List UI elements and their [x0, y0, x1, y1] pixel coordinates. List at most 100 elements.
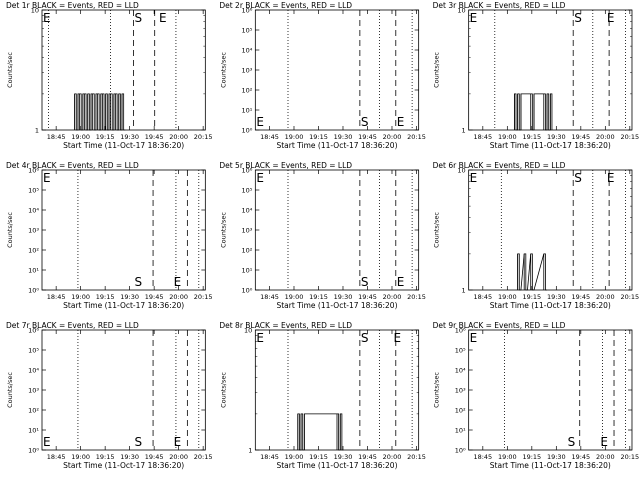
y-axis-label: Counts/sec	[433, 372, 441, 408]
y-tick-label: 10	[457, 7, 465, 15]
x-tick-label: 19:15	[309, 293, 328, 301]
marker-e: E	[256, 115, 264, 129]
panel-1: Det 1r BLACK = Events, RED = LLD 1 10 18:45…	[6, 1, 213, 150]
marker-e: E	[470, 331, 478, 345]
marker-e: E	[600, 435, 608, 449]
y-tick-label: 10²	[28, 247, 39, 255]
x-tick-label: 19:00	[71, 133, 90, 141]
x-axis-label: Start Time (11-Oct-17 18:36:20)	[276, 301, 397, 310]
x-tick-label: 18:45	[473, 453, 492, 461]
x-tick-label: 19:00	[498, 133, 517, 141]
series-line	[74, 93, 126, 131]
marker-e: E	[43, 171, 51, 185]
y-tick-label: 10⁰	[241, 287, 252, 295]
x-tick-label: 19:30	[547, 453, 566, 461]
y-tick-label: 10²	[455, 407, 466, 415]
x-axis-label: Start Time (11-Oct-17 18:36:20)	[63, 141, 184, 150]
y-tick-label: 10⁰	[241, 127, 252, 135]
panel-title: Det 3r BLACK = Events, RED = LLD	[433, 1, 566, 10]
y-tick-label: 10⁰	[28, 447, 39, 455]
x-tick-label: 20:15	[620, 133, 639, 141]
y-tick-label: 1	[248, 447, 252, 455]
x-tick-label: 19:45	[571, 293, 590, 301]
x-tick-label: 19:30	[547, 293, 566, 301]
y-tick-label: 10²	[241, 87, 252, 95]
x-tick-label: 19:15	[522, 293, 541, 301]
plot-frame	[41, 329, 206, 451]
y-tick-label: 10⁴	[28, 367, 39, 375]
x-tick-label: 20:15	[407, 293, 426, 301]
panel-4: Det 4r BLACK = Events, RED = LLD 10⁰ 10¹ 10…	[6, 161, 213, 310]
y-tick-label: 10²	[28, 407, 39, 415]
y-tick-label: 10³	[28, 227, 39, 235]
y-tick-label: 10²	[241, 247, 252, 255]
panel-7: Det 7r BLACK = Events, RED = LLD 10⁰ 10¹ 10…	[6, 321, 213, 470]
x-tick-label: 20:00	[596, 453, 615, 461]
x-tick-label: 19:45	[145, 293, 164, 301]
x-tick-label: 19:15	[309, 133, 328, 141]
y-tick-label: 10⁴	[241, 47, 252, 55]
x-tick-label: 20:15	[407, 453, 426, 461]
series-line	[297, 413, 344, 451]
x-tick-label: 19:30	[334, 293, 353, 301]
x-tick-label: 20:00	[169, 293, 188, 301]
y-tick-label: 10¹	[28, 427, 39, 435]
marker-e: E	[397, 115, 405, 129]
marker-s: S	[361, 331, 369, 345]
y-tick-label: 10⁶	[28, 167, 39, 175]
panel-title: Det 6r BLACK = Events, RED = LLD	[433, 161, 566, 170]
y-axis-label: Counts/sec	[219, 52, 227, 88]
x-tick-label: 18:45	[47, 293, 66, 301]
y-tick-label: 1	[462, 127, 466, 135]
panel-title: Det 7r BLACK = Events, RED = LLD	[6, 321, 139, 330]
x-tick-label: 20:00	[383, 133, 402, 141]
y-tick-label: 10	[31, 7, 39, 15]
x-tick-label: 18:45	[260, 453, 279, 461]
x-axis-label: Start Time (11-Oct-17 18:36:20)	[490, 301, 611, 310]
x-tick-label: 19:45	[145, 133, 164, 141]
y-axis-label: Counts/sec	[6, 212, 14, 248]
x-tick-label: 19:00	[285, 453, 304, 461]
x-tick-label: 19:00	[498, 453, 517, 461]
x-axis-label: Start Time (11-Oct-17 18:36:20)	[276, 141, 397, 150]
panel-title: Det 8r BLACK = Events, RED = LLD	[219, 321, 352, 330]
x-axis-label: Start Time (11-Oct-17 18:36:20)	[276, 461, 397, 470]
x-tick-label: 19:45	[571, 133, 590, 141]
panel-title: Det 4r BLACK = Events, RED = LLD	[6, 161, 139, 170]
plot-frame	[468, 169, 633, 291]
marker-s: S	[134, 275, 142, 289]
y-tick-label: 10⁵	[241, 27, 252, 35]
x-tick-label: 19:00	[285, 293, 304, 301]
panel-6: Det 6r BLACK = Events, RED = LLD 1 10 18:45…	[433, 161, 640, 310]
x-tick-label: 19:45	[571, 453, 590, 461]
x-tick-label: 19:45	[358, 453, 377, 461]
marker-e: E	[159, 11, 167, 25]
y-tick-label: 10⁰	[28, 287, 39, 295]
y-tick-label: 10¹	[455, 427, 466, 435]
y-tick-label: 10¹	[241, 107, 252, 115]
plot-frame	[468, 329, 633, 451]
x-tick-label: 20:15	[407, 133, 426, 141]
panel-3: Det 3r BLACK = Events, RED = LLD 1 10 18:45…	[433, 1, 640, 150]
y-tick-label: 10⁶	[455, 327, 466, 335]
x-tick-label: 18:45	[473, 293, 492, 301]
x-tick-label: 19:45	[145, 453, 164, 461]
x-axis-label: Start Time (11-Oct-17 18:36:20)	[63, 301, 184, 310]
y-tick-label: 10¹	[241, 267, 252, 275]
x-tick-label: 20:15	[620, 293, 639, 301]
y-tick-label: 10³	[28, 387, 39, 395]
y-tick-label: 10	[457, 167, 465, 175]
x-tick-label: 19:30	[547, 133, 566, 141]
marker-e: E	[607, 171, 615, 185]
marker-e: E	[174, 275, 182, 289]
x-tick-label: 20:15	[194, 293, 213, 301]
y-tick-label: 10³	[241, 67, 252, 75]
marker-s: S	[134, 435, 142, 449]
marker-e: E	[174, 435, 182, 449]
marker-e: E	[470, 171, 478, 185]
y-axis-label: Counts/sec	[219, 212, 227, 248]
x-tick-label: 20:00	[169, 133, 188, 141]
y-tick-label: 10⁵	[241, 187, 252, 195]
marker-e: E	[43, 11, 51, 25]
